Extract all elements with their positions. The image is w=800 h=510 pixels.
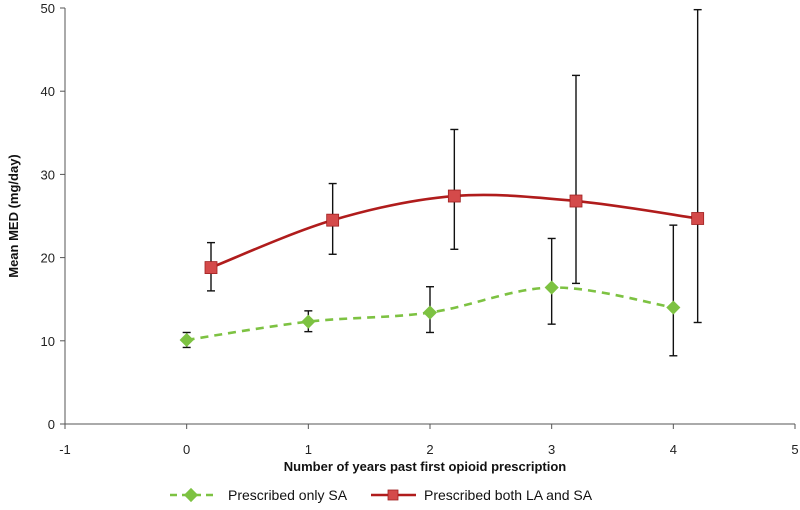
legend-marker-both-la-sa — [387, 489, 399, 501]
x-tick-label: -1 — [59, 442, 71, 457]
x-tick-label: 2 — [426, 442, 433, 457]
y-tick-label: 10 — [41, 334, 55, 349]
x-tick-label: 1 — [305, 442, 312, 457]
data-point-only-sa — [179, 332, 194, 348]
data-point-both-la-sa — [691, 212, 705, 225]
y-tick-label: 50 — [41, 1, 55, 16]
x-axis-title: Number of years past first opioid prescr… — [284, 459, 566, 474]
data-point-only-sa — [666, 300, 681, 315]
data-point-only-sa — [422, 305, 438, 320]
legend-label-both-la-sa: Prescribed both LA and SA — [424, 487, 593, 503]
y-tick-label: 0 — [48, 417, 55, 432]
data-point-both-la-sa — [447, 189, 461, 203]
y-tick-label: 30 — [41, 167, 55, 182]
series-both-la-sa — [204, 8, 705, 324]
y-axis-title: Mean MED (mg/day) — [6, 154, 21, 278]
x-tick-label: 5 — [791, 442, 798, 457]
x-tick-label: 3 — [548, 442, 555, 457]
plot-area — [179, 8, 705, 357]
legend-item-only-sa: Prescribed only SA — [170, 487, 348, 503]
y-tick-label: 40 — [41, 84, 55, 99]
x-tick-label: 0 — [183, 442, 190, 457]
legend: Prescribed only SA Prescribed both LA an… — [170, 487, 593, 503]
y-tick-label: 20 — [41, 251, 55, 266]
legend-item-both-la-sa: Prescribed both LA and SA — [371, 487, 593, 503]
legend-marker-only-sa — [183, 487, 199, 503]
legend-label-only-sa: Prescribed only SA — [228, 487, 348, 503]
series-only-sa — [179, 224, 681, 357]
data-point-only-sa — [301, 314, 316, 329]
data-point-only-sa — [544, 280, 559, 295]
data-point-both-la-sa — [204, 261, 218, 274]
data-point-both-la-sa — [569, 194, 583, 208]
data-point-both-la-sa — [326, 213, 340, 227]
x-tick-label: 4 — [670, 442, 677, 457]
